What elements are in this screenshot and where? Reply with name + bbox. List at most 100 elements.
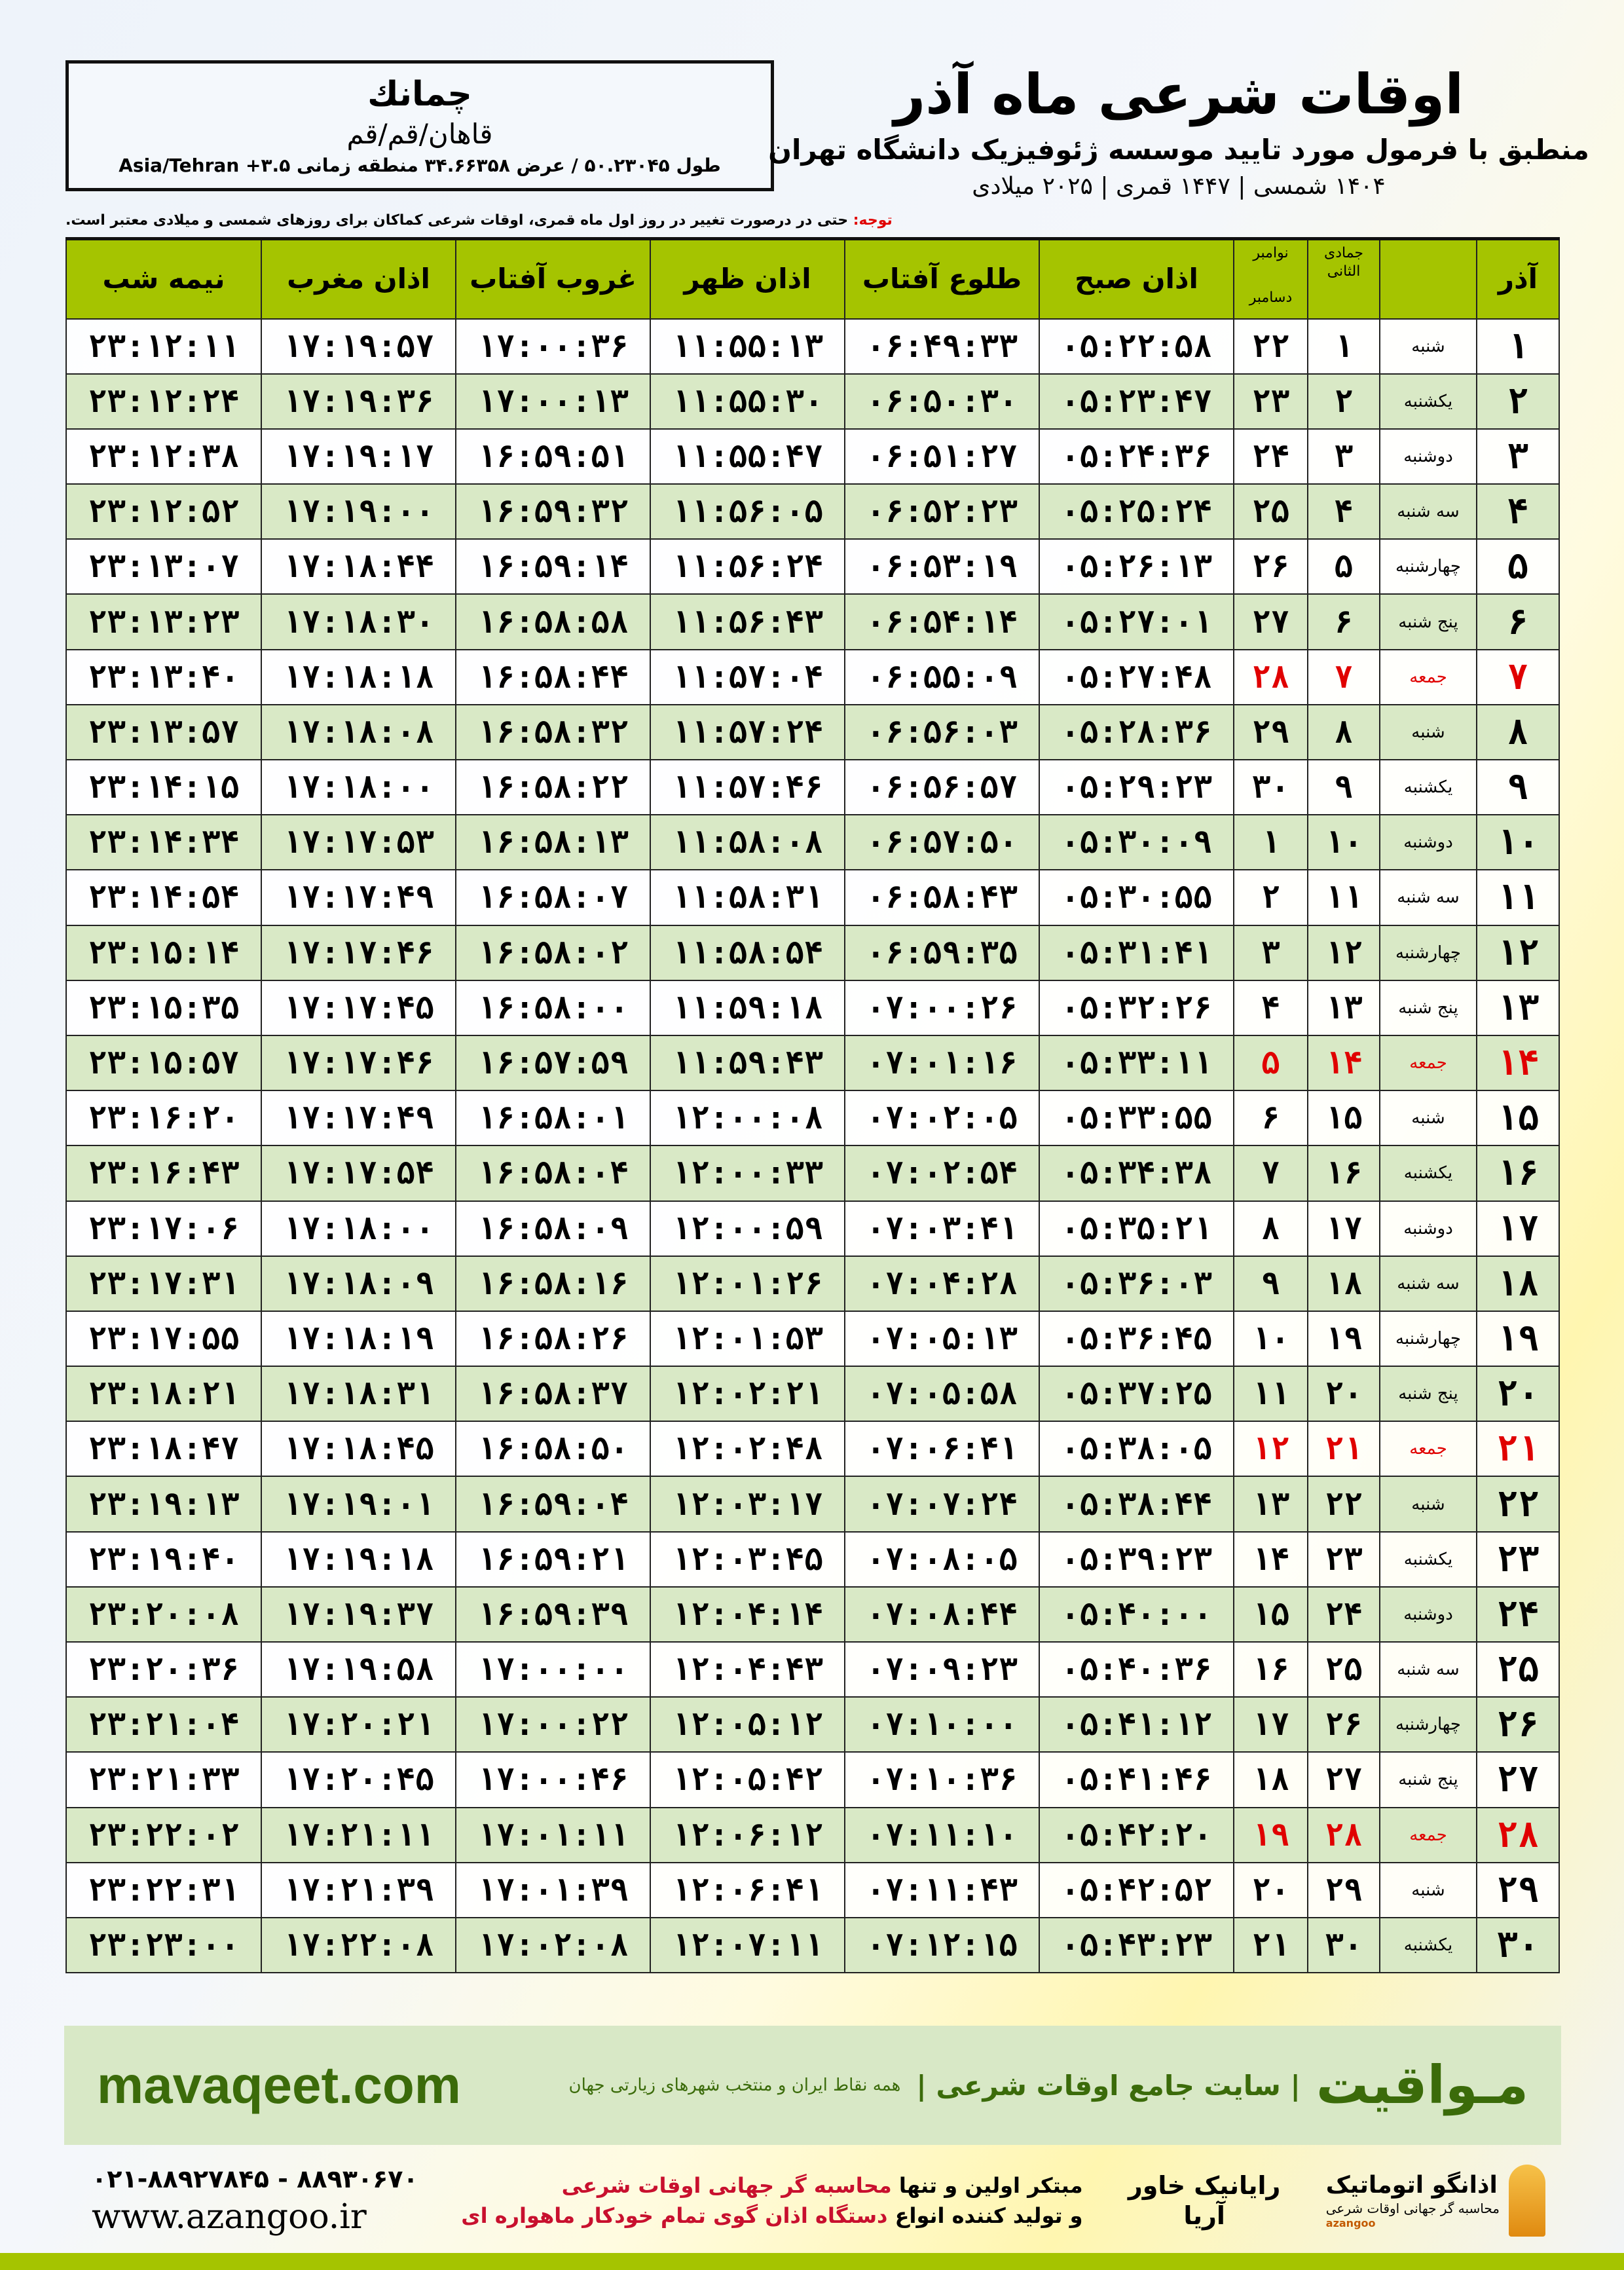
cell-hijri-day: ۱۶	[1307, 1145, 1380, 1202]
cell-zohr: ۱۲:۰۵:۱۲	[650, 1696, 845, 1753]
cell-maghreb: ۱۷:۱۹:۰۱	[261, 1476, 456, 1533]
cell-maghreb: ۱۷:۱۷:۴۹	[261, 1090, 456, 1147]
table-row: ۲۱ جمعه ۲۱ ۱۲ ۰۵:۳۸:۰۵ ۰۷:۰۶:۴۱ ۱۲:۰۲:۴۸ ۱۶:۵۸:…	[65, 1421, 1560, 1478]
cell-nimeh: ۲۳:۱۵:۳۵	[65, 979, 262, 1036]
cell-ghorub: ۱۶:۵۸:۲۶	[455, 1310, 651, 1368]
cell-ghorub: ۱۶:۵۸:۳۷	[455, 1366, 651, 1423]
cell-maghreb: ۱۷:۱۷:۴۹	[261, 869, 456, 926]
cell-weekday: پنج شنبه	[1379, 1751, 1477, 1808]
cell-zohr: ۱۱:۵۸:۳۱	[650, 869, 845, 926]
cell-day: ۱۳	[1476, 979, 1560, 1036]
cell-ghorub: ۱۷:۰۰:۰۰	[455, 1641, 651, 1698]
cell-ghorub: ۱۷:۰۰:۴۶	[455, 1751, 651, 1808]
table-row: ۱۸ سه شنبه ۱۸ ۹ ۰۵:۳۶:۰۳ ۰۷:۰۴:۲۸ ۱۲:۰۱:۲۶ ۱۶:۵…	[65, 1255, 1560, 1312]
promo-line1: مبتکر اولین و تنها	[891, 2173, 1083, 2198]
promo-line2: و تولید کننده انواع	[887, 2203, 1083, 2228]
table-row: ۴ سه شنبه ۴ ۲۵ ۰۵:۲۵:۲۴ ۰۶:۵۲:۲۳ ۱۱:۵۶:۰۵ ۱۶:۵۹…	[65, 483, 1560, 540]
cell-day: ۱۱	[1476, 869, 1560, 926]
cell-sobh: ۰۵:۲۵:۲۴	[1039, 483, 1234, 540]
table-row: ۱۵ شنبه ۱۵ ۶ ۰۵:۳۳:۵۵ ۰۷:۰۲:۰۵ ۱۲:۰۰:۰۸ ۱۶:۵۸:۰…	[65, 1090, 1560, 1147]
cell-ghorub: ۱۶:۵۸:۱۶	[455, 1255, 651, 1312]
cell-maghreb: ۱۷:۲۱:۳۹	[261, 1861, 456, 1918]
cell-sobh: ۰۵:۲۸:۳۶	[1039, 703, 1234, 761]
cell-sobh: ۰۵:۳۷:۲۵	[1039, 1366, 1234, 1423]
cell-weekday: یکشنبه	[1379, 373, 1477, 430]
cell-ghorub: ۱۶:۵۸:۵۸	[455, 593, 651, 650]
cell-hijri-day: ۸	[1307, 703, 1380, 761]
cell-zohr: ۱۱:۵۹:۱۸	[650, 979, 845, 1036]
cell-tolu: ۰۶:۴۹:۳۳	[844, 318, 1040, 375]
cell-day: ۲۲	[1476, 1476, 1560, 1533]
cell-weekday: دوشنبه	[1379, 1586, 1477, 1643]
cell-tolu: ۰۷:۰۳:۴۱	[844, 1200, 1040, 1257]
table-row: ۲۶ چهارشنبه ۲۶ ۱۷ ۰۵:۴۱:۱۲ ۰۷:۱۰:۰۰ ۱۲:۰۵:۱۲ ۱۷…	[65, 1696, 1560, 1753]
col-sobh: اذان صبح	[1039, 237, 1234, 320]
cell-greg-day: ۸	[1233, 1200, 1308, 1257]
cell-ghorub: ۱۶:۵۹:۳۹	[455, 1586, 651, 1643]
cell-weekday: سه شنبه	[1379, 1255, 1477, 1312]
cell-nimeh: ۲۳:۱۳:۰۷	[65, 538, 262, 595]
cell-day: ۱۰	[1476, 814, 1560, 871]
col-greg: نوامبر دسامبر	[1233, 237, 1308, 320]
cell-nimeh: ۲۳:۱۳:۲۳	[65, 593, 262, 650]
cell-weekday: دوشنبه	[1379, 1200, 1477, 1257]
table-row: ۹ یکشنبه ۹ ۳۰ ۰۵:۲۹:۲۳ ۰۶:۵۶:۵۷ ۱۱:۵۷:۴۶ ۱۶:۵۸:…	[65, 758, 1560, 816]
cell-day: ۷	[1476, 648, 1560, 705]
title-block: اوقات شرعی ماه آذر منطبق با فرمول مورد ت…	[768, 60, 1589, 232]
cell-maghreb: ۱۷:۱۷:۴۶	[261, 924, 456, 981]
cell-hijri-day: ۹	[1307, 758, 1380, 816]
cell-ghorub: ۱۶:۵۸:۰۷	[455, 869, 651, 926]
cell-zohr: ۱۲:۰۷:۱۱	[650, 1916, 845, 1974]
cell-weekday: پنج شنبه	[1379, 1366, 1477, 1423]
cell-weekday: چهارشنبه	[1379, 924, 1477, 981]
cell-maghreb: ۱۷:۲۰:۴۵	[261, 1751, 456, 1808]
cell-hijri-day: ۲۲	[1307, 1476, 1380, 1533]
page-subtitle: منطبق با فرمول مورد تایید موسسه ژئوفیزیک…	[768, 134, 1589, 166]
cell-maghreb: ۱۷:۱۸:۰۰	[261, 1200, 456, 1257]
cell-day: ۲۳	[1476, 1531, 1560, 1588]
cell-weekday: چهارشنبه	[1379, 1696, 1477, 1753]
cell-nimeh: ۲۳:۱۳:۴۰	[65, 648, 262, 705]
cell-nimeh: ۲۳:۱۲:۵۲	[65, 483, 262, 540]
azangoo-name: اذانگو اتوماتیک	[1325, 2172, 1498, 2199]
cell-maghreb: ۱۷:۱۹:۳۷	[261, 1586, 456, 1643]
banner-tagline-secondary: همه نقاط ایران و منتخب شهرهای زیارتی جها…	[568, 2075, 901, 2095]
cell-day: ۱	[1476, 318, 1560, 375]
cell-greg-day: ۶	[1233, 1090, 1308, 1147]
cell-tolu: ۰۶:۵۳:۱۹	[844, 538, 1040, 595]
cell-day: ۲	[1476, 373, 1560, 430]
cell-ghorub: ۱۶:۵۸:۰۹	[455, 1200, 651, 1257]
table-row: ۲۴ دوشنبه ۲۴ ۱۵ ۰۵:۴۰:۰۰ ۰۷:۰۸:۴۴ ۱۲:۰۴:۱۴ ۱۶:۵…	[65, 1586, 1560, 1643]
cell-greg-day: ۱۵	[1233, 1586, 1308, 1643]
cell-zohr: ۱۱:۵۶:۴۳	[650, 593, 845, 650]
azangoo-link[interactable]: www.azangoo.ir	[92, 2197, 367, 2237]
col-zohr: اذان ظهر	[650, 237, 845, 320]
note: توجه: حتی در درصورت تغییر در روز اول ماه…	[65, 211, 917, 231]
cell-nimeh: ۲۳:۲۰:۰۸	[65, 1586, 262, 1643]
table-row: ۵ چهارشنبه ۵ ۲۶ ۰۵:۲۶:۱۳ ۰۶:۵۳:۱۹ ۱۱:۵۶:۲۴ ۱۶:۵…	[65, 538, 1560, 595]
site-link[interactable]: mavaqeet.com	[97, 2056, 461, 2114]
cell-weekday: جمعه	[1379, 648, 1477, 705]
cell-zohr: ۱۱:۵۵:۱۳	[650, 318, 845, 375]
cell-weekday: شنبه	[1379, 1861, 1477, 1918]
table-row: ۶ پنج شنبه ۶ ۲۷ ۰۵:۲۷:۰۱ ۰۶:۵۴:۱۴ ۱۱:۵۶:۴۳ ۱۶:۵…	[65, 593, 1560, 650]
cell-maghreb: ۱۷:۲۱:۱۱	[261, 1806, 456, 1863]
col-day: آذر	[1476, 237, 1560, 320]
cell-sobh: ۰۵:۴۰:۳۶	[1039, 1641, 1234, 1698]
cell-tolu: ۰۷:۰۵:۵۸	[844, 1366, 1040, 1423]
cell-maghreb: ۱۷:۱۷:۴۶	[261, 1034, 456, 1092]
table-row: ۲۲ شنبه ۲۲ ۱۳ ۰۵:۳۸:۴۴ ۰۷:۰۷:۲۴ ۱۲:۰۳:۱۷ ۱۶:۵۹:…	[65, 1476, 1560, 1533]
cell-nimeh: ۲۳:۱۷:۳۱	[65, 1255, 262, 1312]
cell-zohr: ۱۲:۰۰:۵۹	[650, 1200, 845, 1257]
cell-maghreb: ۱۷:۱۸:۰۹	[261, 1255, 456, 1312]
promo-line1-highlight: محاسبه گر جهانی اوقات شرعی	[561, 2173, 892, 2198]
mavaqeet-banner: mavaqeet.com مـواقیت | سایت جامع اوقات ش…	[64, 2026, 1561, 2145]
table-row: ۲۳ یکشنبه ۲۳ ۱۴ ۰۵:۳۹:۲۳ ۰۷:۰۸:۰۵ ۱۲:۰۳:۴۵ ۱۶:۵…	[65, 1531, 1560, 1588]
cell-maghreb: ۱۷:۱۸:۳۰	[261, 593, 456, 650]
cell-weekday: سه شنبه	[1379, 1641, 1477, 1698]
cell-tolu: ۰۶:۵۷:۵۰	[844, 814, 1040, 871]
cell-greg-day: ۲۶	[1233, 538, 1308, 595]
page-title: اوقات شرعی ماه آذر	[893, 62, 1464, 126]
cell-zohr: ۱۲:۰۲:۴۸	[650, 1421, 845, 1478]
cell-zohr: ۱۱:۵۶:۲۴	[650, 538, 845, 595]
